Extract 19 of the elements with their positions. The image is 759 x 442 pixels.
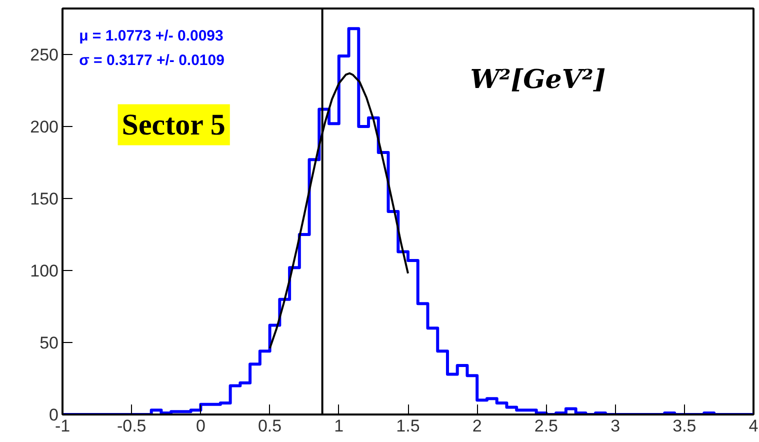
x-tick-label: -0.5 (116, 416, 146, 436)
x-tick-label: 2 (472, 416, 482, 436)
x-tick-label: 2.5 (534, 416, 558, 436)
x-tick-label: 0 (196, 416, 206, 436)
y-tick-label: 250 (30, 46, 59, 65)
y-tick-label: 50 (40, 334, 59, 353)
x-tick-label: 1.5 (396, 416, 420, 436)
x-tick-label: 1 (334, 416, 344, 436)
y-tick-label: 150 (30, 190, 59, 209)
annotation: σ = 0.3177 +/- 0.0109 (79, 52, 224, 69)
x-tick-label: 3 (610, 416, 620, 436)
y-tick-label: 200 (30, 118, 59, 137)
x-tick-label: 3.5 (672, 416, 696, 436)
y-tick-label: 100 (30, 262, 59, 281)
annotation: μ = 1.0773 +/- 0.0093 (79, 27, 224, 44)
annotation: Sector 5 (122, 108, 226, 142)
x-tick-label: 0.5 (258, 416, 282, 436)
x-tick-label: 4 (748, 416, 758, 436)
annotation: W²[GeV²] (470, 64, 606, 95)
